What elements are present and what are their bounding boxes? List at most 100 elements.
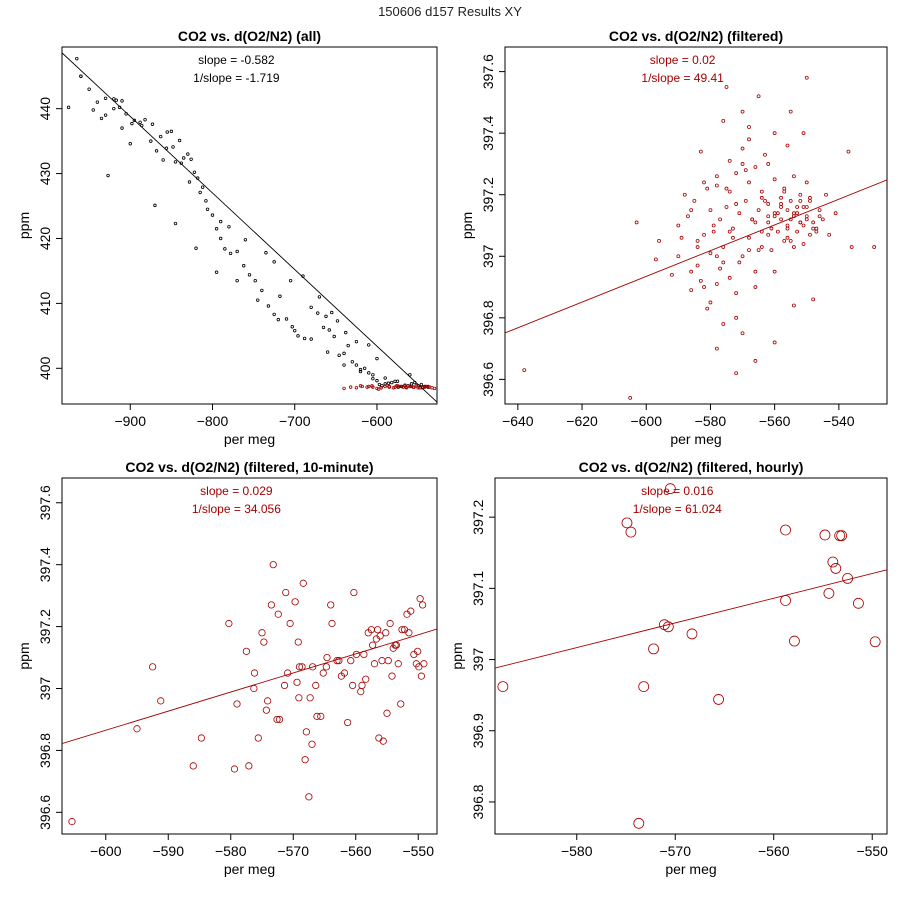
- data-point-filtered: [753, 269, 758, 274]
- data-point-filtered: [714, 174, 719, 179]
- data-point-all: [154, 149, 159, 153]
- regression-line: [495, 569, 887, 669]
- data-point-10-minute: [384, 657, 392, 665]
- data-point-filtered: [737, 211, 742, 216]
- data-point-all: [112, 106, 116, 111]
- data-point-filtered: [801, 205, 806, 209]
- data-point-filtered: [801, 223, 806, 228]
- data-point-filtered: [714, 254, 719, 259]
- data-point-filtered: [775, 211, 780, 216]
- data-point-filtered: [689, 288, 694, 293]
- data-point-10-minute: [349, 681, 357, 690]
- data-point-all: [219, 236, 223, 241]
- data-point-filtered: [416, 386, 420, 390]
- data-point-10-minute: [319, 669, 327, 677]
- data-point-all: [266, 304, 271, 308]
- data-point-10-minute: [317, 712, 325, 720]
- data-point-filtered: [695, 263, 700, 268]
- data-point-filtered: [734, 315, 739, 320]
- data-point-filtered: [714, 346, 719, 351]
- data-point-filtered: [779, 195, 783, 200]
- data-point-all: [358, 367, 363, 372]
- x-tick-label: −600: [630, 413, 662, 429]
- y-axis-label: ppm: [459, 212, 475, 239]
- data-point-all: [173, 160, 178, 164]
- data-point-all: [214, 227, 219, 231]
- data-point-all: [256, 298, 260, 302]
- panel-filtered: CO2 vs. d(O2/N2) (filtered) −640 −620 −600 −…: [459, 28, 888, 447]
- data-point-filtered: [740, 109, 745, 114]
- data-point-filtered: [682, 192, 687, 197]
- data-point-hourly: [819, 529, 831, 541]
- plot-title: CO2 vs. d(O2/N2) (all): [178, 28, 321, 44]
- data-point-filtered: [676, 223, 681, 228]
- data-point-all: [346, 343, 350, 348]
- regression-line: [62, 628, 437, 745]
- data-point-filtered: [785, 223, 790, 228]
- y-tick-label: 397.2: [470, 499, 486, 534]
- data-point-10-minute: [322, 663, 330, 671]
- data-point-10-minute: [340, 669, 349, 677]
- data-point-filtered: [420, 386, 424, 390]
- data-point-all: [399, 384, 404, 389]
- data-point-filtered: [779, 205, 783, 209]
- data-point-filtered: [814, 226, 819, 231]
- data-point-filtered: [833, 211, 838, 216]
- data-point-10-minute: [260, 638, 268, 646]
- data-point-all: [383, 376, 387, 380]
- data-point-10-minute: [362, 675, 370, 683]
- data-point-10-minute: [291, 598, 299, 606]
- data-point-all: [390, 380, 394, 385]
- data-point-filtered: [766, 220, 771, 225]
- data-point-10-minute: [370, 660, 379, 668]
- figure-supertitle: 150606 d157 Results XY: [378, 4, 522, 19]
- data-point-10-minute: [301, 756, 309, 764]
- data-point-all: [395, 379, 400, 383]
- y-axis-label: ppm: [16, 642, 32, 669]
- data-point-filtered: [702, 232, 706, 237]
- data-point-filtered: [804, 217, 809, 222]
- data-point-all: [128, 142, 132, 146]
- data-point-filtered: [814, 229, 819, 234]
- data-point-all: [316, 311, 320, 315]
- data-point-all: [302, 336, 307, 341]
- x-axis-label: per meg: [224, 861, 275, 877]
- data-point-filtered: [743, 198, 748, 203]
- data-point-all: [243, 238, 248, 242]
- data-point-filtered: [846, 149, 851, 154]
- data-point-all: [264, 251, 268, 255]
- data-point-filtered: [795, 211, 800, 216]
- data-point-all: [309, 305, 313, 309]
- slope-annotation: slope = 0.016: [641, 484, 714, 498]
- data-point-10-minute: [397, 700, 405, 708]
- data-point-filtered: [698, 149, 703, 154]
- data-point-all: [158, 134, 163, 139]
- data-point-filtered: [365, 385, 369, 389]
- data-point-all: [106, 173, 110, 178]
- data-point-10-minute: [379, 737, 387, 745]
- data-point-hourly: [686, 628, 698, 640]
- data-point-filtered: [792, 245, 796, 249]
- data-point-all: [214, 270, 219, 274]
- data-point-filtered: [721, 322, 726, 326]
- x-axis-label: per meg: [670, 431, 721, 447]
- data-point-filtered: [734, 291, 739, 296]
- data-point-filtered: [724, 85, 729, 89]
- x-tick-label: −600: [90, 843, 122, 859]
- regression-line: [505, 179, 887, 334]
- data-point-all: [337, 353, 341, 358]
- data-point-all: [342, 363, 346, 367]
- data-point-10-minute: [305, 793, 313, 801]
- data-point-filtered: [756, 208, 761, 213]
- data-point-filtered: [798, 192, 803, 197]
- data-point-all: [95, 100, 100, 104]
- data-point-10-minute: [68, 818, 76, 826]
- y-tick-label: 430: [37, 162, 53, 186]
- x-tick-label: −600: [361, 413, 393, 429]
- data-point-filtered: [849, 245, 854, 249]
- data-point-all: [375, 378, 379, 383]
- data-point-10-minute: [262, 706, 270, 714]
- data-point-10-minute: [294, 638, 302, 646]
- plot-frame: [494, 477, 888, 835]
